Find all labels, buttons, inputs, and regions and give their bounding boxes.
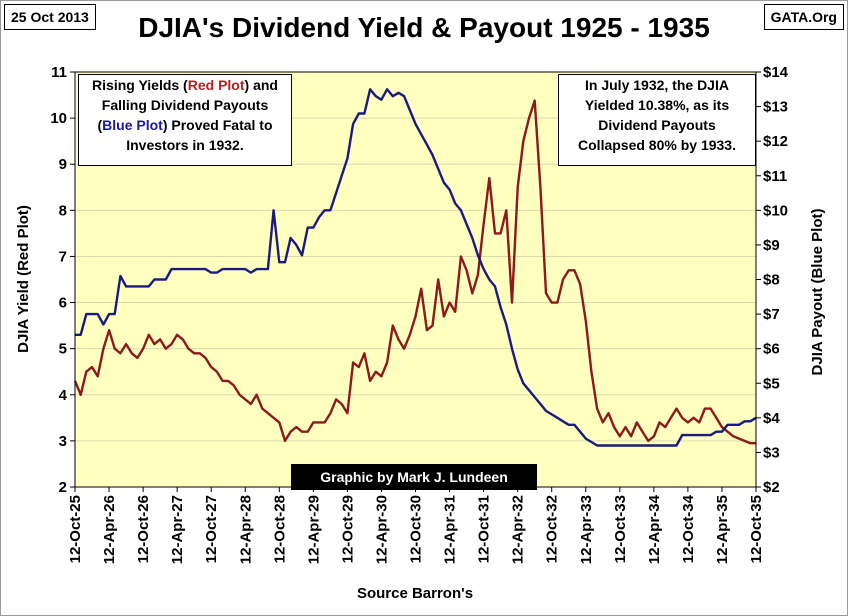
right-tick-label: $11 [763,168,787,185]
x-tick-label: 12-Oct-28 [271,495,288,563]
right-tick-label: $6 [763,341,780,358]
x-tick-label: 12-Apr-34 [646,494,663,564]
left-tick-label: 11 [51,64,67,81]
note-left-line-3: (Blue Plot) Proved Fatal to [97,117,273,133]
right-tick-label: $14 [763,64,789,81]
x-tick-label: 12-Oct-32 [544,495,561,563]
credit-banner: Graphic by Mark J. Lundeen [291,464,537,490]
right-tick-label: $2 [763,479,780,496]
x-tick-label: 12-Oct-25 [67,495,84,563]
right-tick-label: $7 [763,306,780,323]
note-right: In July 1932, the DJIA Yielded 10.38%, a… [558,74,756,166]
right-axis-label: DJIA Payout (Blue Plot) [809,209,826,376]
right-tick-label: $9 [763,237,780,254]
note-left: Rising Yields (Red Plot) and Falling Div… [78,74,292,166]
left-tick-label: 7 [59,248,67,265]
x-tick-label: 12-Apr-26 [101,495,118,564]
x-tick-label: 12-Oct-35 [748,495,765,563]
left-tick-label: 9 [59,156,67,173]
note-left-line-4: Investors in 1932. [126,137,244,153]
x-axis-ticks: 12-Oct-25 12-Apr-26 12-Oct-26 12-Apr-27 12-O… [67,487,765,564]
right-tick-label: $3 [763,444,780,461]
series-blue-payout-line [75,88,757,447]
x-tick-label: 12-Apr-33 [578,495,595,564]
left-tick-label: 8 [59,202,67,219]
right-tick-label: $12 [763,133,788,150]
date-tag: 25 Oct 2013 [4,4,96,30]
x-tick-label: 12-Oct-26 [135,495,152,563]
left-axis-label: DJIA Yield (Red Plot) [15,205,32,353]
x-tick-label: 12-Oct-30 [408,495,425,563]
note-right-line-1: In July 1932, the DJIA [585,77,729,93]
right-tick-label: $8 [763,272,780,289]
right-tick-label: $10 [763,202,788,219]
series-red-yield-line [73,99,756,445]
footer-source: Source Barron's [357,585,473,602]
x-tick-label: 12-Apr-29 [305,495,322,564]
left-tick-label: 10 [50,110,67,127]
right-tick-label: $5 [763,375,780,392]
note-right-line-3: Dividend Payouts [598,117,716,133]
right-axis-ticks: $2 $3 $4 $5 $6 $7 $8 $9 $10 $11 $12 $13 $14 [756,64,789,496]
x-tick-label: 12-Apr-32 [510,495,527,564]
note-left-line-1: Rising Yields (Red Plot) and [92,77,278,93]
left-tick-label: 3 [59,433,67,450]
x-tick-label: 12-Apr-31 [442,495,459,564]
x-tick-label: 12-Oct-27 [203,495,220,563]
x-tick-label: 12-Oct-29 [339,495,356,563]
x-tick-label: 12-Oct-34 [680,494,697,563]
left-tick-label: 2 [59,479,67,496]
note-right-line-2: Yielded 10.38%, as its [584,97,730,113]
left-tick-label: 6 [59,295,67,312]
right-tick-label: $4 [763,410,780,427]
note-right-line-4: Collapsed 80% by 1933. [578,137,736,153]
x-tick-label: 12-Oct-31 [476,495,493,563]
left-tick-label: 5 [59,341,67,358]
x-tick-label: 12-Apr-28 [237,495,254,564]
chart-title: DJIA's Dividend Yield & Payout 1925 - 19… [138,12,710,43]
left-axis-ticks: 2 3 4 5 6 7 8 9 10 11 [50,64,75,496]
blue-plot-word: Blue Plot [102,117,163,133]
x-tick-label: 12-Apr-35 [714,495,731,564]
right-tick-label: $13 [763,99,788,116]
x-tick-label: 12-Apr-30 [373,495,390,564]
red-plot-word: Red Plot [187,77,245,93]
x-tick-label: 12-Apr-27 [169,495,186,564]
source-tag: GATA.Org [763,4,844,30]
x-tick-label: 12-Oct-33 [612,495,629,563]
note-left-line-2: Falling Dividend Payouts [101,97,269,113]
left-tick-label: 4 [59,387,68,404]
